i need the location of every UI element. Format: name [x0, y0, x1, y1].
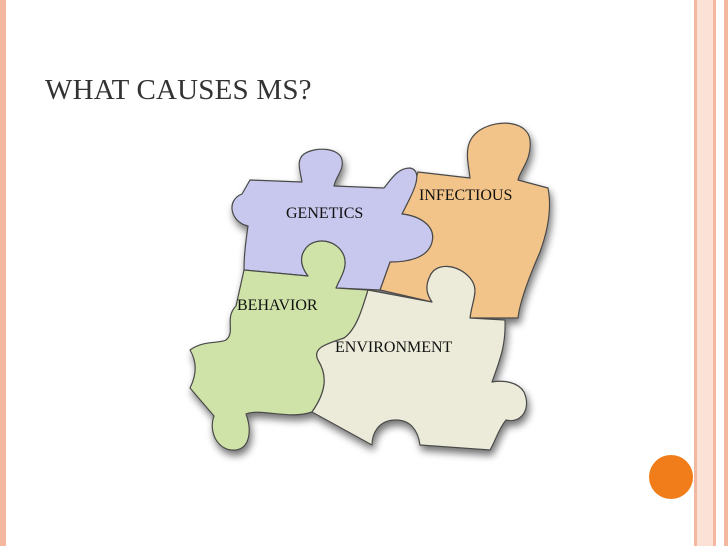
infectious-label: INFECTIOUS: [419, 187, 513, 204]
right-border: [724, 0, 728, 546]
behavior-label: BEHAVIOR: [237, 297, 318, 314]
puzzle-piece-environment: [311, 265, 528, 451]
left-border: [0, 0, 6, 546]
right-decorative-band: [694, 0, 716, 546]
accent-dot: [649, 455, 693, 499]
genetics-label: GENETICS: [286, 205, 364, 222]
environment-label: ENVIRONMENT: [335, 339, 453, 356]
slide-title: WHAT CAUSES MS?: [45, 74, 312, 106]
